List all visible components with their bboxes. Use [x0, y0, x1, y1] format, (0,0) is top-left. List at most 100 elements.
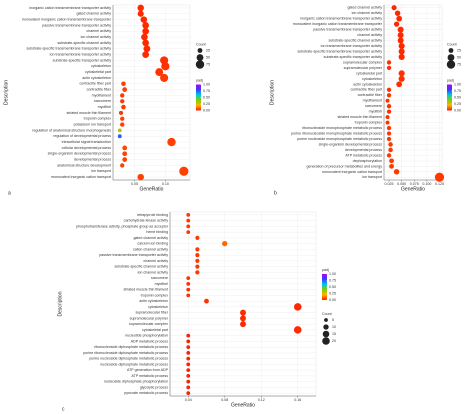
colorbar-label: 0.00 [454, 108, 461, 112]
y-tick-label: monovalent inorganic cation transmembran… [293, 22, 383, 26]
dot [293, 303, 302, 311]
dot [142, 39, 150, 47]
dot [122, 157, 128, 162]
x-tick-label: 0.025 [385, 182, 394, 186]
dot [120, 163, 125, 168]
colorbar-label: 0.25 [329, 291, 336, 295]
dot [396, 15, 402, 22]
dot [142, 27, 150, 35]
y-tick-label: contractile fiber part [79, 82, 111, 86]
y-tick-label: ion channel activity [138, 270, 169, 274]
dot [186, 391, 191, 396]
dot [142, 51, 150, 58]
panel: 0.025 0.050 0.075 0.100 0.125 gated channel a… [269, 4, 461, 196]
dot [186, 276, 191, 281]
x-tick-label: 0.10 [162, 182, 169, 186]
size-legend-dot [324, 318, 328, 322]
y-tick-label: substrate-specific channel activity [328, 39, 382, 43]
y-tick-label: channel activity [357, 33, 382, 37]
size-legend-label: 50 [457, 55, 461, 59]
y-tick-label: heme binding [146, 230, 168, 234]
dot [398, 70, 405, 77]
dot [186, 356, 191, 361]
color-legend-title: padj [322, 268, 329, 272]
y-tick-label: purine ribonucleoside monophosphate meta… [291, 131, 382, 135]
dot [186, 339, 191, 344]
y-tick-label: cytoskeleton [148, 305, 168, 309]
y-tick-label: substrate-specific transporter activity [324, 55, 383, 59]
y-tick-label: monovalent inorganic cation transport [51, 175, 111, 179]
colorbar-label: 0.25 [454, 102, 461, 106]
y-tick-label: ion channel activity [352, 11, 383, 15]
size-legend-title: Count [196, 42, 206, 46]
size-legend-title: Count [322, 312, 332, 316]
x-axis-title: GeneRatio [231, 402, 255, 408]
y-tick-label: ion transport [362, 175, 382, 179]
y-tick-label: ion transmembrane transporter activity [50, 53, 112, 57]
dot [386, 60, 392, 65]
dot [137, 173, 144, 181]
x-tick-label: 0.075 [410, 182, 419, 186]
size-legend-label: 75 [457, 62, 461, 66]
dot [389, 158, 394, 164]
dot [195, 270, 200, 275]
dot [142, 22, 150, 29]
y-tick-label: myofilament [363, 99, 382, 103]
dot [386, 125, 392, 131]
y-tick-label: ATP generation from ADP [127, 368, 169, 372]
y-tick-label: generation of precursor metabolites and … [306, 164, 382, 168]
dot [397, 37, 404, 44]
x-axis-title: GeneRatio [140, 186, 164, 192]
colorbar-label: 1.00 [454, 82, 461, 86]
dot [122, 145, 128, 151]
x-tick-label: 0.05 [131, 182, 138, 186]
y-tick-label: contractile fiber part [350, 88, 382, 92]
dot [120, 99, 125, 104]
colorbar-label: 1.00 [203, 82, 210, 86]
y-tick-label: glycolytic process [140, 385, 168, 389]
dot [186, 379, 191, 384]
dot [186, 212, 191, 217]
size-legend-dot [322, 337, 330, 345]
dot [140, 16, 148, 23]
size-legend-label: 15 [332, 332, 336, 336]
dot [386, 87, 392, 92]
dot [118, 110, 124, 115]
size-legend-dot [195, 60, 205, 69]
y-tick-label: monovalent inorganic cation transport [322, 170, 382, 174]
colorbar [447, 84, 452, 111]
colorbar [196, 84, 201, 111]
y-tick-label: nucleoside diphosphate metabolic process [100, 362, 168, 366]
dot [386, 109, 392, 114]
size-legend-label: 25 [206, 48, 210, 52]
dot [389, 163, 394, 169]
y-tick-label: monovalent inorganic cation transmembran… [22, 18, 112, 22]
dot [396, 81, 402, 88]
y-tick-label: contractile fiber [87, 88, 112, 92]
size-legend-label: 20 [332, 339, 336, 343]
y-tick-label: troponin complex [141, 293, 169, 297]
y-tick-label: striated muscle thin filament [337, 115, 382, 119]
y-tick-label: myofibril [155, 282, 169, 286]
y-tick-label: myofilament [92, 93, 111, 97]
dot [155, 68, 164, 76]
panel-label: c [62, 406, 65, 412]
dot [393, 169, 400, 175]
y-tick-label: supramolecular complex [129, 322, 168, 326]
dot [398, 42, 405, 50]
y-tick-label: supramolecular polymer [344, 66, 383, 70]
y-tick-label: inorganic cation transmembrane transport… [300, 17, 382, 21]
y-tick-label: striated muscle thin filament [123, 288, 168, 292]
colorbar-label: 0.50 [203, 95, 210, 99]
y-tick-label: ion channel activity [81, 35, 112, 39]
dot [186, 345, 191, 350]
size-legend-label: 50 [206, 55, 210, 59]
color-legend-title: padj [196, 78, 203, 82]
y-tick-label: passive transmembrane transporter activi… [42, 23, 111, 27]
x-tick-label: 0.16 [294, 398, 301, 402]
y-tick-label: supramolecular fiber [135, 311, 168, 315]
y-tick-label: ribonucleoside diphosphate metabolic pro… [94, 345, 168, 349]
y-tick-label: substrate-specific channel activity [114, 265, 168, 269]
y-tick-label: supramolecular polymer [130, 316, 169, 320]
y-tick-label: regulation of developmental process [53, 134, 111, 138]
